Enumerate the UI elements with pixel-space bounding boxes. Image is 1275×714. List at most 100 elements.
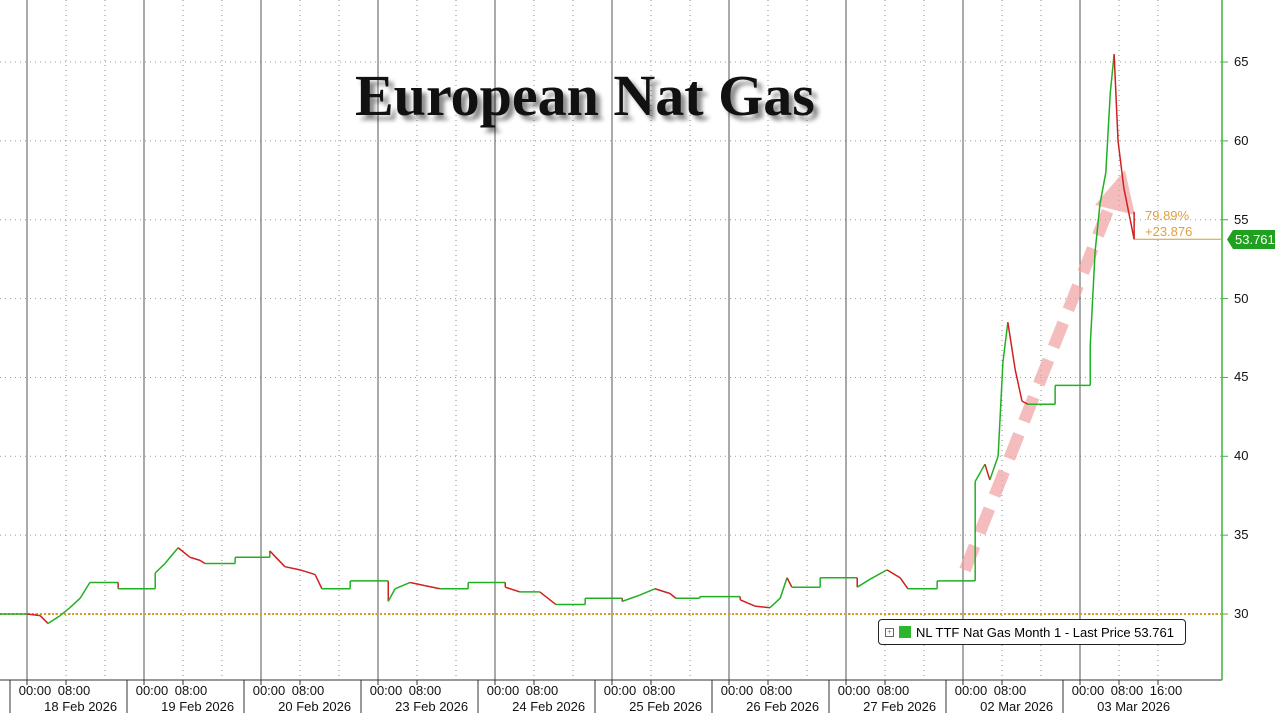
price-segment — [1007, 322, 1016, 370]
x-tick-label: 08:00 — [525, 683, 559, 698]
x-tick-label: 08:00 — [876, 683, 910, 698]
x-tick-label: 00:00 — [954, 683, 988, 698]
legend[interactable]: + NL TTF Nat Gas Month 1 - Last Price 53… — [878, 619, 1186, 645]
x-day-label: 24 Feb 2026 — [512, 699, 586, 714]
price-segment — [79, 582, 91, 599]
x-day-label: 02 Mar 2026 — [980, 699, 1054, 714]
y-tick-label: 30 — [1234, 606, 1249, 621]
x-tick-label: 00:00 — [720, 683, 754, 698]
price-segment — [505, 586, 521, 593]
price-segment — [177, 547, 191, 558]
price-segment — [539, 591, 557, 606]
price-segment — [1002, 322, 1009, 362]
price-segment — [974, 463, 986, 482]
price-segment — [47, 614, 61, 625]
legend-label: NL TTF Nat Gas Month 1 - Last Price 53.7… — [916, 624, 1174, 640]
price-segment — [754, 605, 771, 609]
price-segment — [899, 577, 909, 590]
price-segment — [299, 569, 316, 576]
x-day-label: 18 Feb 2026 — [44, 699, 118, 714]
y-tick-label: 35 — [1234, 527, 1249, 543]
price-segment — [639, 588, 656, 596]
price-segment — [1099, 172, 1107, 205]
price-segment — [856, 578, 871, 588]
price-segment — [779, 577, 788, 599]
price-segment — [621, 594, 641, 603]
x-tick-label: 08:00 — [291, 683, 325, 698]
price-segment — [394, 581, 411, 590]
price-segment — [1021, 400, 1029, 405]
x-day-label: 25 Feb 2026 — [629, 699, 703, 714]
x-day-label: 27 Feb 2026 — [863, 699, 937, 714]
price-segment — [269, 550, 286, 568]
x-tick-label: 00:00 — [837, 683, 871, 698]
x-tick-label: 08:00 — [57, 683, 91, 698]
x-tick-label: 08:00 — [759, 683, 793, 698]
price-segment — [1094, 203, 1101, 252]
y-tick-label: 40 — [1234, 448, 1249, 464]
price-segment — [769, 597, 781, 609]
legend-swatch — [899, 626, 911, 638]
x-tick-label: 00:00 — [252, 683, 286, 698]
price-segment — [1123, 188, 1131, 220]
x-tick-label: 00:00 — [135, 683, 169, 698]
price-segment — [1089, 251, 1096, 346]
price-segment — [1014, 369, 1023, 402]
price-segment — [997, 361, 1004, 457]
x-tick-label: 00:00 — [603, 683, 637, 698]
x-day-label: 23 Feb 2026 — [395, 699, 469, 714]
annotation-change: +23.876 — [1145, 224, 1193, 239]
price-segment — [410, 581, 425, 587]
price-segment — [59, 607, 71, 617]
price-segment — [387, 588, 396, 602]
x-tick-label: 08:00 — [174, 683, 208, 698]
price-segment — [654, 588, 671, 595]
price-segment — [26, 613, 41, 617]
x-tick-label: 16:00 — [1149, 683, 1183, 698]
price-segment — [39, 615, 49, 624]
price-segment — [786, 577, 793, 588]
y-tick-label: 45 — [1234, 369, 1249, 385]
x-tick-label: 08:00 — [993, 683, 1027, 698]
x-tick-label: 00:00 — [486, 683, 520, 698]
price-segment — [989, 456, 999, 481]
x-tick-label: 00:00 — [1071, 683, 1105, 698]
price-segment — [1105, 93, 1111, 173]
price-segment — [984, 463, 991, 481]
y-tick-label: 65 — [1234, 54, 1249, 70]
price-segment — [154, 562, 166, 574]
x-tick-label: 08:00 — [1110, 683, 1144, 698]
price-segment — [189, 556, 201, 562]
x-tick-label: 08:00 — [642, 683, 676, 698]
price-segment — [69, 597, 81, 609]
y-tick-label: 55 — [1234, 211, 1249, 227]
price-segment — [886, 569, 901, 579]
price-segment — [284, 565, 301, 571]
price-segment — [1109, 54, 1115, 94]
price-segment — [164, 547, 179, 565]
price-segment — [1113, 54, 1119, 141]
price-segment — [1117, 140, 1125, 189]
x-tick-label: 00:00 — [369, 683, 403, 698]
x-tick-label: 08:00 — [408, 683, 442, 698]
price-segment — [424, 584, 441, 590]
price-segment — [199, 559, 206, 565]
last-price-label: 53.761 — [1227, 230, 1275, 249]
price-segment — [869, 569, 888, 580]
price-segment — [739, 599, 756, 607]
price-segment — [314, 574, 323, 590]
expand-icon[interactable]: + — [885, 627, 894, 637]
x-day-label: 19 Feb 2026 — [161, 699, 235, 714]
trend-arrow — [959, 197, 1118, 573]
chart-title: European Nat Gas — [355, 63, 815, 128]
x-day-label: 20 Feb 2026 — [278, 699, 352, 714]
y-tick-label: 60 — [1234, 132, 1249, 148]
annotation-percent: 79.89% — [1145, 208, 1190, 223]
trend-arrow-head — [1095, 170, 1135, 215]
y-tick-label: 50 — [1234, 290, 1249, 306]
x-day-label: 26 Feb 2026 — [746, 699, 820, 714]
x-tick-label: 00:00 — [18, 683, 52, 698]
x-day-label: 03 Mar 2026 — [1097, 699, 1171, 714]
price-segment — [669, 592, 677, 599]
